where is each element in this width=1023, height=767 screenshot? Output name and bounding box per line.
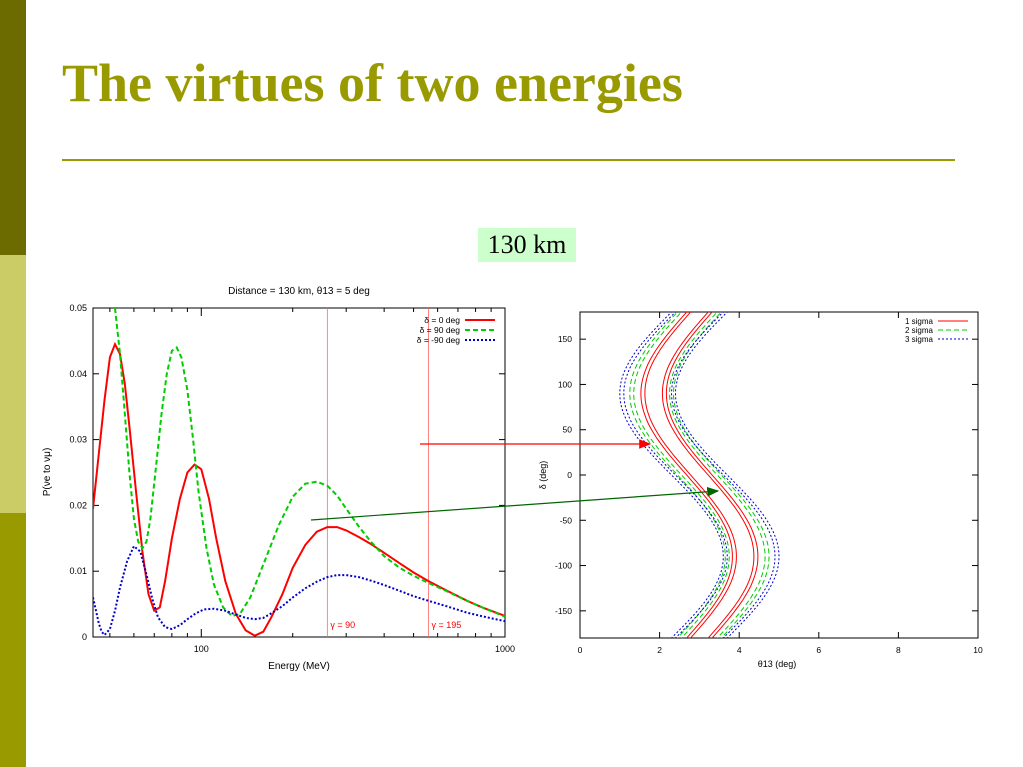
chart2-y-tick-label: -150 (555, 606, 572, 616)
chart2-y-axis-label: δ (deg) (538, 461, 548, 490)
chart2-contour-line (670, 312, 776, 638)
chart1-legend-label: δ = 0 deg (424, 315, 460, 325)
chart1-legend-label: δ = -90 deg (417, 335, 461, 345)
chart2-x-axis-label: θ13 (deg) (758, 659, 797, 669)
chart2-x-tick-label: 0 (578, 645, 583, 655)
chart2-frame (579, 311, 979, 639)
sidebar-middle-band (0, 255, 26, 513)
sidebar-bottom-band (0, 513, 26, 767)
chart1-x-tick-label: 1000 (495, 644, 515, 654)
chart1-y-axis-label: P(νe to νμ) (42, 448, 53, 497)
chart2-contour-line (644, 312, 737, 638)
chart1-series-line (93, 544, 505, 637)
chart2-contour-line (629, 312, 726, 638)
chart1-x-tick-label: 100 (194, 644, 209, 654)
chart1-series-line (93, 341, 505, 637)
chart1-x-axis-label: Energy (MeV) (268, 661, 330, 672)
chart2-contour-line (623, 312, 728, 638)
chart2-x-tick-label: 2 (657, 645, 662, 655)
title-underline (62, 159, 955, 161)
chart1-y-tick-label: 0.01 (69, 566, 87, 576)
chart2-x-tick-label: 8 (896, 645, 901, 655)
chart2-contour-line (672, 312, 770, 638)
chart1-legend-label: δ = 90 deg (420, 325, 461, 335)
chart2-contour-line (668, 312, 766, 638)
chart2-contour-line (619, 312, 724, 638)
chart2-contour-line (633, 312, 730, 638)
green-arrow (310, 486, 720, 521)
chart2-x-tick-label: 4 (737, 645, 742, 655)
chart2-contour-line (661, 312, 755, 638)
chart1-y-tick-label: 0.04 (69, 369, 87, 379)
chart1-marker-label: γ = 90 (330, 620, 355, 630)
chart2-y-tick-label: 100 (558, 379, 572, 389)
chart2-legend-label: 2 sigma (905, 326, 934, 335)
probability-vs-energy-chart: Distance = 130 km, θ13 = 5 deg 0 0.01 0.02… (42, 286, 515, 672)
chart2-y-tick-label: -50 (560, 515, 573, 525)
chart2-contour-line (674, 312, 780, 638)
chart2-x-tick-label: 6 (816, 645, 821, 655)
chart2-y-tick-label: -100 (555, 561, 572, 571)
chart2-legend-label: 1 sigma (905, 317, 934, 326)
chart2-legend-label: 3 sigma (905, 335, 934, 344)
chart2-y-tick-label: 0 (567, 470, 572, 480)
chart2-y-tick-label: 50 (563, 425, 573, 435)
chart2-x-tick-label: 10 (973, 645, 983, 655)
chart1-y-tick-label: 0.05 (69, 303, 87, 313)
chart2-contour-line (665, 312, 759, 638)
chart1-marker-label: γ = 195 (432, 620, 462, 630)
chart2-contour-line (640, 312, 733, 638)
chart2-y-tick-label: 150 (558, 334, 572, 344)
chart1-y-tick-label: 0 (82, 632, 87, 642)
distance-label: 130 km (478, 228, 576, 262)
slide-title: The virtues of two energies (62, 53, 683, 113)
sidebar-top-band (0, 0, 26, 255)
chart1-y-tick-label: 0.03 (69, 435, 87, 445)
slide-sidebar (0, 0, 26, 767)
chart1-frame (92, 307, 506, 638)
chart1-y-tick-label: 0.02 (69, 500, 87, 510)
chart1-title: Distance = 130 km, θ13 = 5 deg (228, 286, 370, 297)
chart1-series-line (114, 308, 505, 618)
